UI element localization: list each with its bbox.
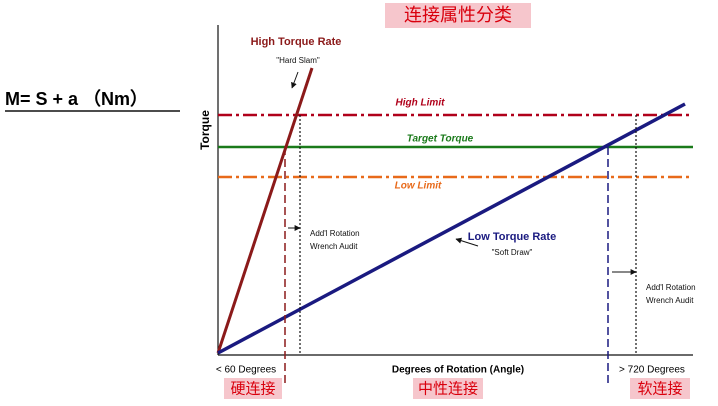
category-bg bbox=[224, 378, 282, 399]
x-left-label: < 60 Degrees bbox=[216, 365, 276, 376]
annotation: Add'l Rotation bbox=[310, 229, 360, 238]
x-label: Degrees of Rotation (Angle) bbox=[392, 365, 524, 376]
y-label: Torque bbox=[198, 110, 212, 150]
low-limit-label: Low Limit bbox=[395, 181, 442, 192]
title-bg bbox=[385, 3, 531, 28]
annotation: Add'l Rotation bbox=[646, 283, 696, 292]
low-rate-line bbox=[217, 102, 686, 355]
low-rate-note: "Soft Draw" bbox=[492, 248, 533, 257]
high-rate-line bbox=[216, 67, 314, 354]
category: 硬连接 bbox=[230, 380, 275, 398]
high-limit-label: High Limit bbox=[396, 98, 446, 109]
category: 软连接 bbox=[637, 380, 682, 398]
high-rate-label: High Torque Rate bbox=[251, 36, 342, 48]
category-bg bbox=[413, 378, 483, 399]
title: 连接属性分类 bbox=[404, 5, 512, 26]
arrow bbox=[291, 71, 299, 89]
arrow bbox=[455, 237, 479, 247]
target-label: Target Torque bbox=[407, 134, 474, 145]
annotation: Wrench Audit bbox=[646, 296, 694, 305]
category: 中性连接 bbox=[418, 380, 478, 398]
annotation: Wrench Audit bbox=[310, 242, 358, 251]
low-rate-label: Low Torque Rate bbox=[468, 231, 556, 243]
x-right-label: > 720 Degrees bbox=[619, 365, 685, 376]
category-bg bbox=[630, 378, 690, 399]
formula: M= S + a （Nm） bbox=[5, 89, 148, 109]
high-rate-note: "Hard Slam" bbox=[276, 56, 320, 65]
